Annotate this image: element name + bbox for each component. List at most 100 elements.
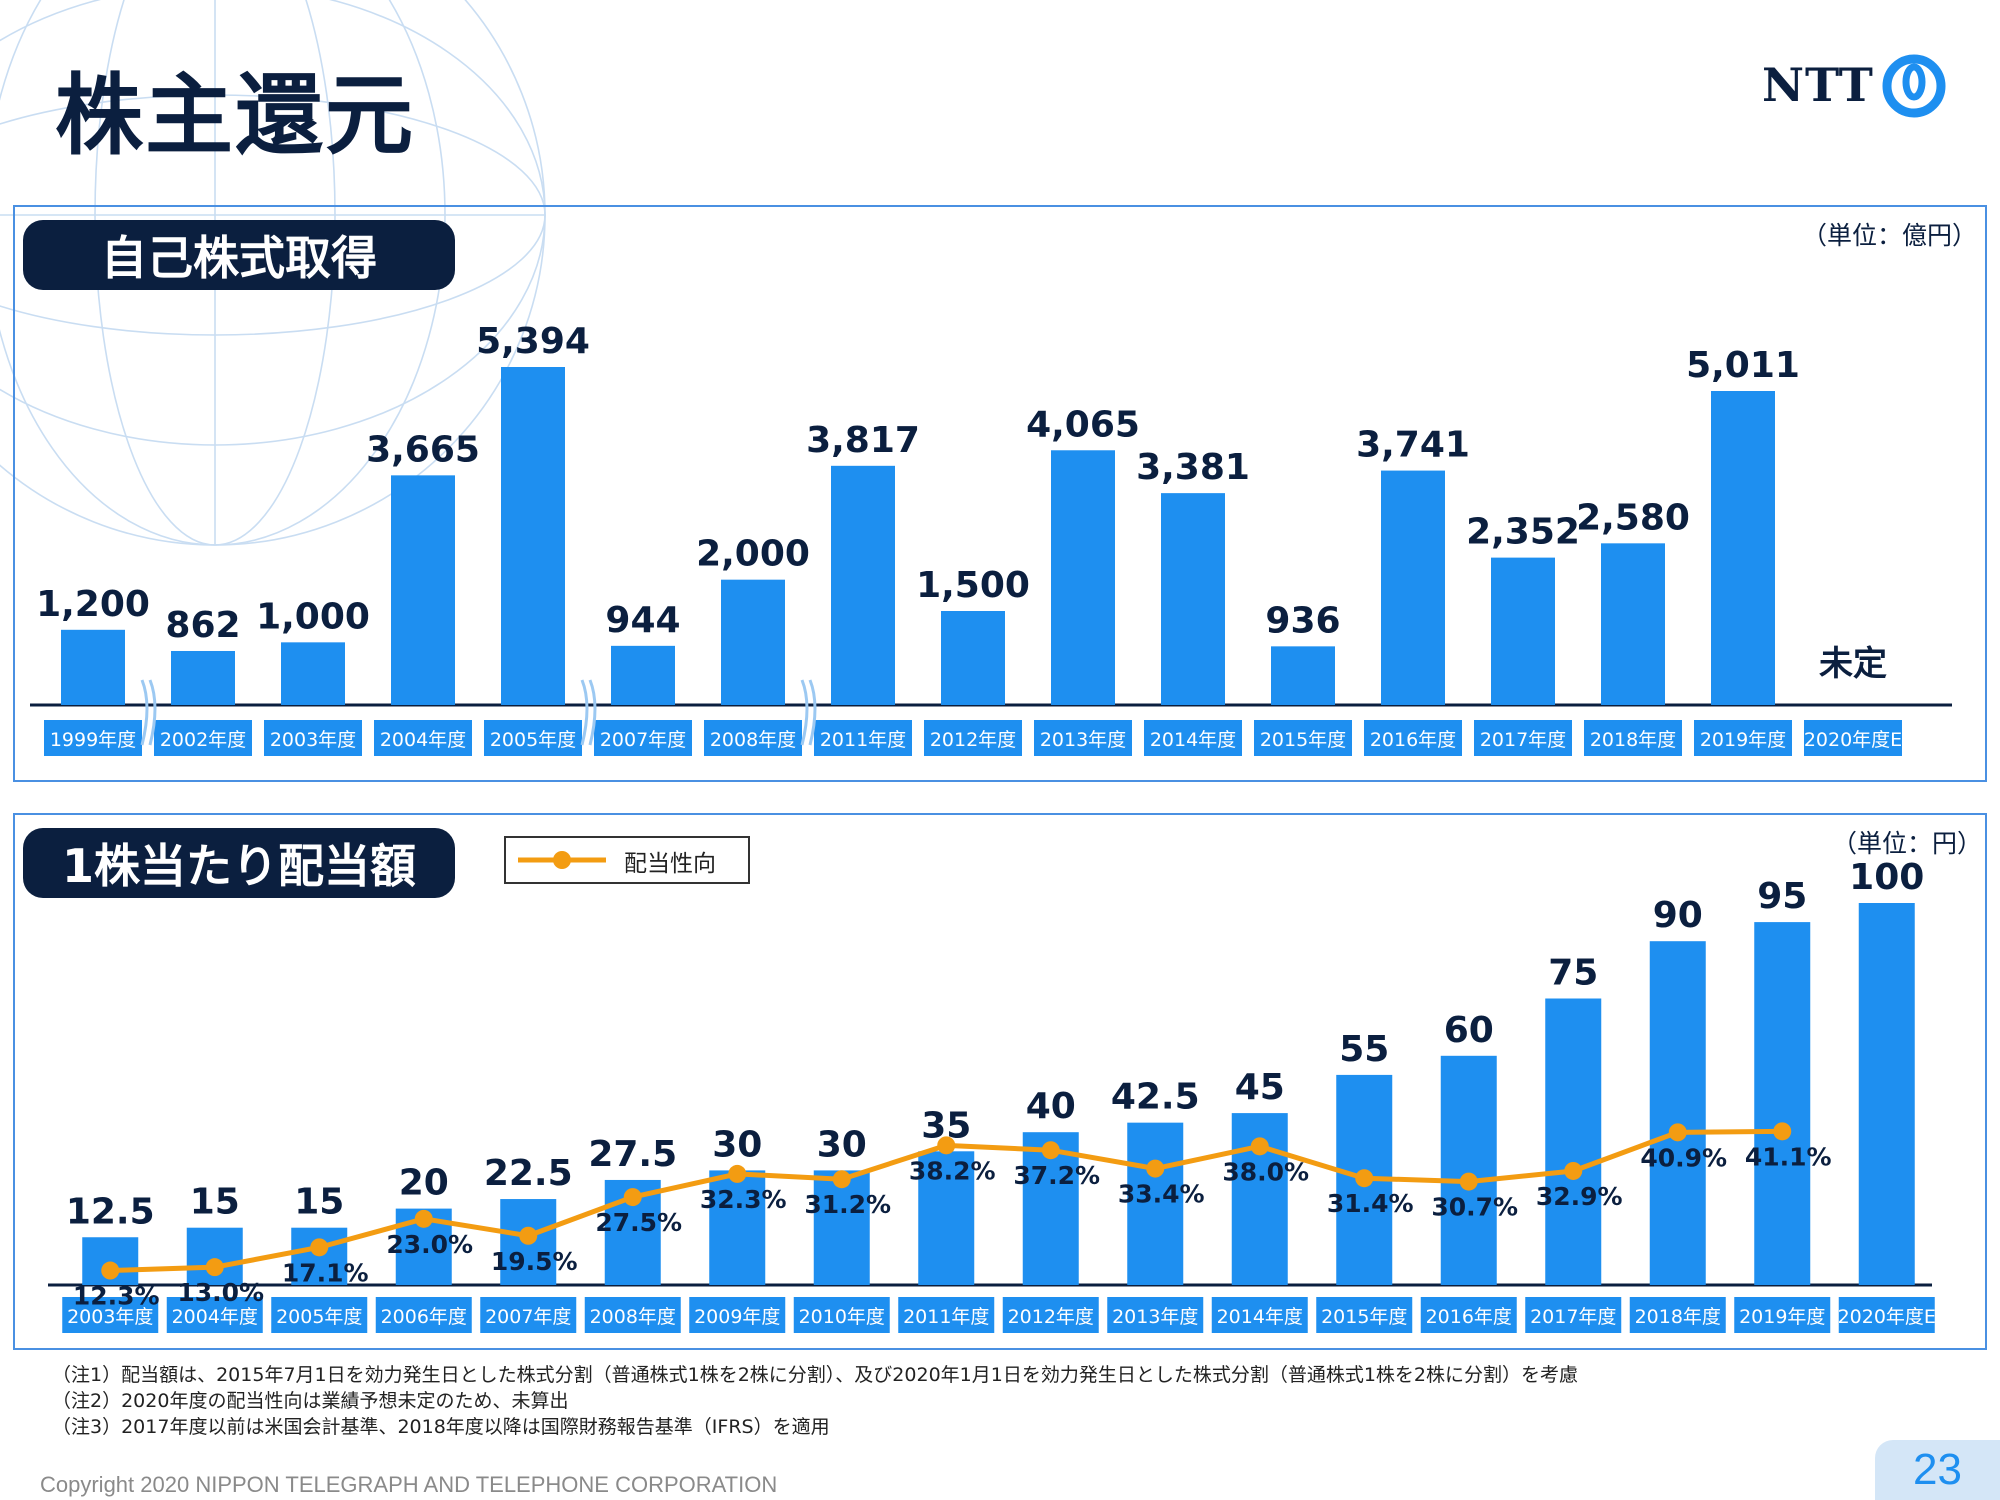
ntt-logo-icon (1882, 54, 1946, 118)
payout-ratio-label: 17.1% (282, 1258, 369, 1287)
tick-label: 2016年度 (1426, 1306, 1512, 1328)
tick-label: 2018年度 (1590, 729, 1676, 751)
payout-ratio-label: 31.4% (1327, 1189, 1414, 1218)
payout-ratio-label: 41.1% (1745, 1142, 1832, 1171)
tick-label-box (62, 1297, 159, 1333)
bar (1545, 998, 1602, 1285)
data-label: 45 (1235, 1067, 1285, 1108)
legend-label: 配当性向 (624, 851, 716, 877)
tick-label: 2020年度E (1838, 1306, 1936, 1328)
data-label: 55 (1339, 1029, 1389, 1070)
data-label: 936 (1265, 600, 1340, 641)
bar (941, 611, 1005, 705)
tick-label: 2005年度 (490, 729, 576, 751)
tick-label-box (1525, 1297, 1622, 1333)
payout-ratio-point (1355, 1169, 1374, 1188)
bar (1601, 543, 1665, 705)
payout-ratio-point (1459, 1172, 1478, 1191)
payout-ratio-label: 40.9% (1640, 1143, 1727, 1172)
payout-ratio-label: 30.7% (1431, 1193, 1518, 1222)
bar (171, 650, 235, 705)
payout-ratio-label: 12.3% (73, 1282, 160, 1311)
tick-label: 2011年度 (903, 1306, 989, 1328)
tick-label-box (484, 720, 582, 756)
tick-label: 2007年度 (600, 729, 686, 751)
tick-label-box (264, 720, 362, 756)
data-label: 1,500 (916, 565, 1030, 606)
tick-label: 2004年度 (380, 729, 466, 751)
data-label: 944 (605, 600, 680, 641)
bar (1649, 941, 1706, 1285)
tick-label: 2005年度 (276, 1306, 362, 1328)
tick-label: 2008年度 (590, 1306, 676, 1328)
tick-label: 2018年度 (1635, 1306, 1721, 1328)
tick-label: 2008年度 (710, 729, 796, 751)
bar (709, 1170, 766, 1285)
tick-label-box (375, 1297, 472, 1333)
tick-label: 2007年度 (485, 1306, 571, 1328)
globe-decoration (0, 0, 546, 546)
data-label: 1,000 (256, 596, 370, 637)
tick-label: 2019年度 (1739, 1306, 1825, 1328)
bar (611, 645, 675, 705)
page-title: 株主還元 (55, 64, 416, 167)
tick-label-box (154, 720, 252, 756)
tick-label: 2011年度 (820, 729, 906, 751)
tick-label: 2012年度 (1008, 1306, 1094, 1328)
payout-ratio-point (728, 1164, 747, 1183)
bar (1271, 646, 1335, 705)
tick-label: 2003年度 (270, 729, 356, 751)
data-label: 20 (399, 1163, 449, 1204)
tick-label: 2013年度 (1040, 729, 1126, 751)
footnotes: （注1）配当額は、2015年7月1日を効力発生日とした株式分割（普通株式1株を2… (52, 1362, 1578, 1440)
tick-label-box (1107, 1297, 1204, 1333)
payout-ratio-point (623, 1188, 642, 1207)
payout-ratio-label: 37.2% (1013, 1161, 1100, 1190)
tick-label: 2009年度 (694, 1306, 780, 1328)
tick-label: 2013年度 (1112, 1306, 1198, 1328)
tick-label-box (1034, 720, 1132, 756)
tick-label-box (1804, 720, 1902, 756)
tick-label: 2015年度 (1321, 1306, 1407, 1328)
bar (391, 475, 455, 705)
payout-ratio-label: 32.3% (700, 1185, 787, 1214)
data-label: 42.5 (1111, 1077, 1200, 1118)
data-label: 100 (1849, 857, 1924, 898)
data-label: 30 (712, 1124, 762, 1165)
data-label: 862 (165, 605, 240, 646)
footnote: （注2）2020年度の配当性向は業績予想未定のため、未算出 (52, 1390, 569, 1412)
buyback-panel (13, 205, 1987, 782)
tick-label-box (1584, 720, 1682, 756)
dividend-chart-title: 1株当たり配当額 (23, 828, 455, 898)
buyback-unit: （単位：億円） (1802, 221, 1978, 250)
payout-ratio-point (1250, 1137, 1269, 1156)
bar (501, 367, 565, 705)
payout-ratio-point (1564, 1161, 1583, 1180)
tick-label: 1999年度 (50, 729, 136, 751)
bar (1711, 390, 1775, 705)
data-label: 未定 (1819, 644, 1887, 684)
axis-break-mark (800, 679, 809, 746)
tick-label: 2006年度 (381, 1306, 467, 1328)
tick-label: 2014年度 (1217, 1306, 1303, 1328)
data-label: 3,665 (366, 429, 480, 470)
data-label: 2,352 (1466, 512, 1580, 553)
tick-label-box (1474, 720, 1572, 756)
bar (918, 1151, 975, 1285)
axis-break-mark (580, 679, 589, 746)
tick-label-box (1002, 1297, 1099, 1333)
tick-label-box (689, 1297, 786, 1333)
ntt-logo: NTT (1762, 52, 1952, 122)
data-label: 60 (1444, 1010, 1494, 1051)
data-label: 3,381 (1136, 447, 1250, 488)
dividend-unit: （単位：円） (1832, 829, 1983, 858)
tick-label-box (1420, 1297, 1517, 1333)
tick-label: 2003年度 (67, 1306, 153, 1328)
bar (721, 579, 785, 705)
tick-label: 2012年度 (930, 729, 1016, 751)
data-label: 5,394 (476, 321, 590, 362)
data-label: 3,817 (806, 420, 920, 461)
tick-label-box (271, 1297, 368, 1333)
tick-label-box (1144, 720, 1242, 756)
